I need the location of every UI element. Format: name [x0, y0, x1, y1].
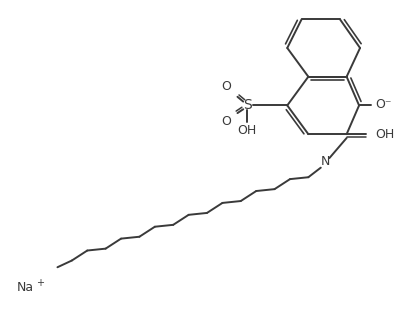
Text: O: O [221, 80, 231, 93]
Text: OH: OH [238, 124, 256, 137]
Text: OH: OH [375, 128, 394, 141]
Text: O: O [221, 115, 231, 128]
Text: N: N [321, 156, 330, 168]
Text: +: + [36, 277, 45, 288]
Text: Na: Na [17, 281, 34, 294]
Text: S: S [243, 99, 251, 112]
Text: O⁻: O⁻ [375, 98, 392, 111]
